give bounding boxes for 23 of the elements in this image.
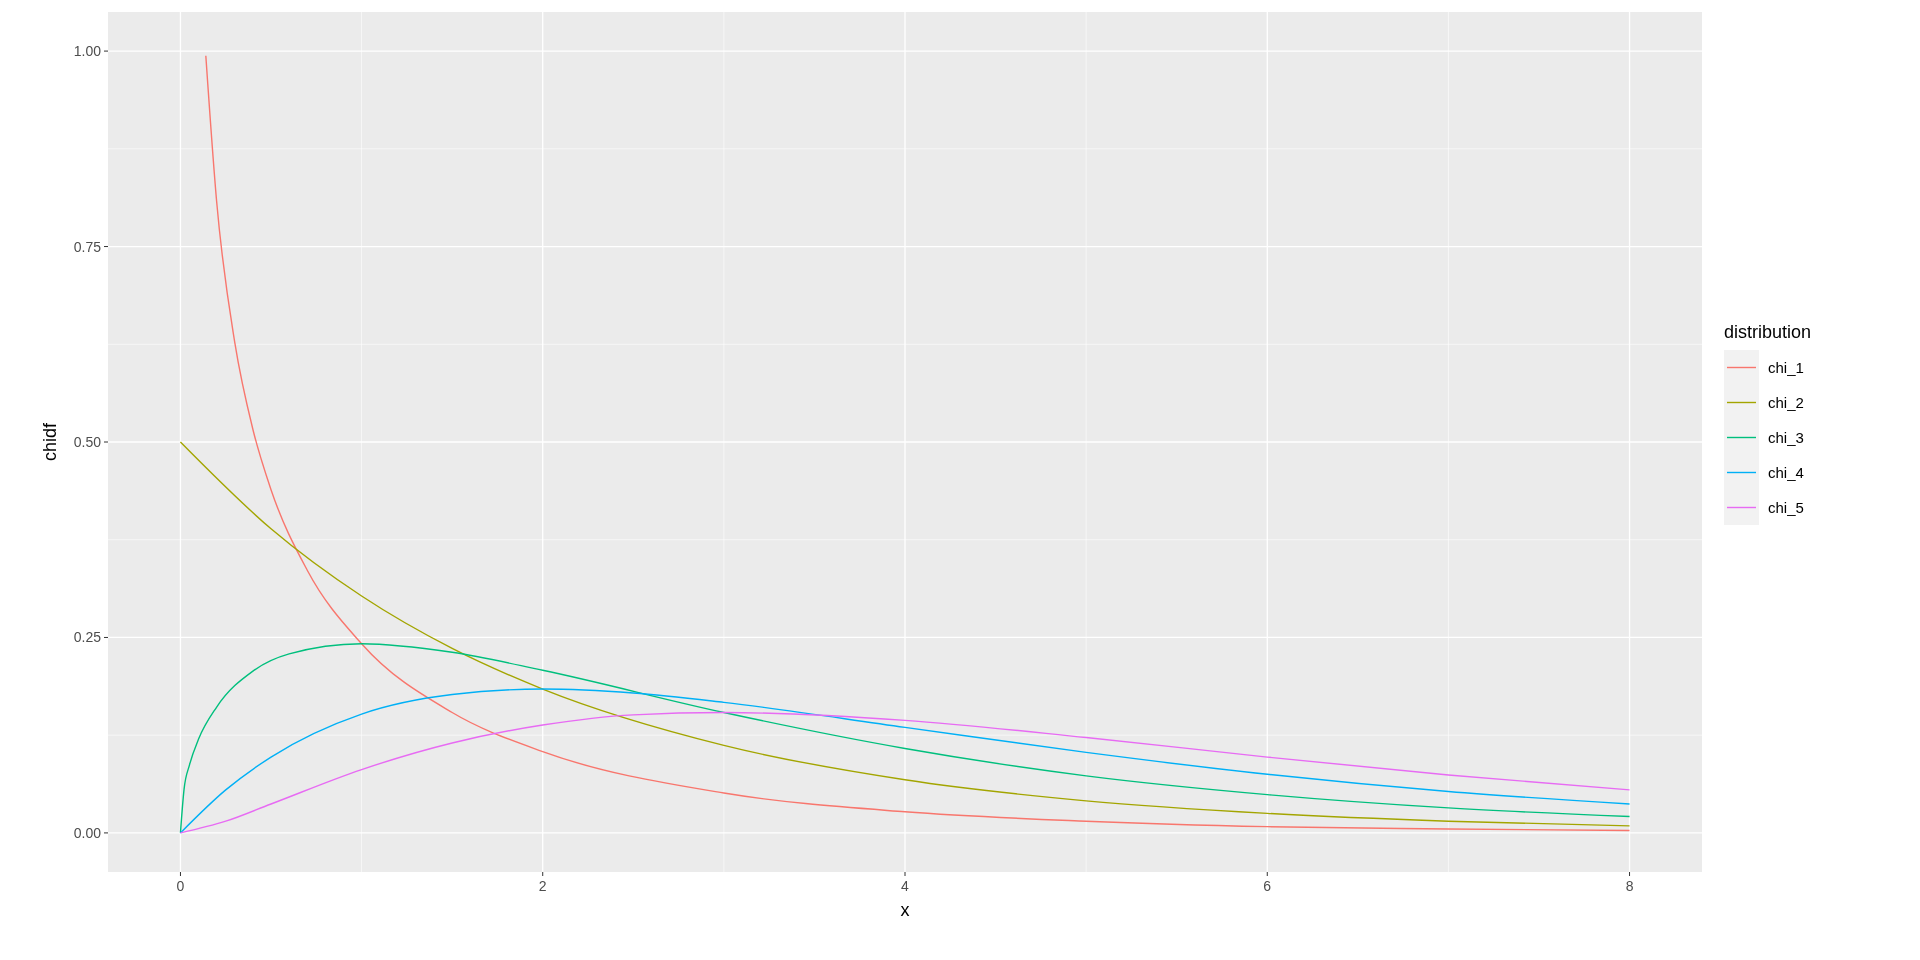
legend-label: chi_2: [1768, 394, 1804, 411]
y-tick-label: 0.50: [73, 434, 102, 450]
line-series: [179, 643, 1631, 834]
legend-label: chi_4: [1768, 464, 1804, 481]
y-axis-title: chidf: [40, 422, 60, 462]
x-tick-label: 2: [538, 878, 547, 894]
y-tick-label: 1.00: [73, 43, 102, 60]
y-tick-label: 0.00: [73, 824, 102, 841]
line-series: [179, 441, 1631, 827]
line-series: [179, 711, 1631, 834]
x-tick-label: 0: [176, 878, 185, 894]
x-tick-label: 8: [1625, 878, 1634, 894]
line-series: [179, 688, 1631, 834]
x-tick-label: 6: [1263, 878, 1272, 894]
legend-label: chi_3: [1768, 429, 1804, 446]
x-tick-label: 4: [901, 878, 910, 894]
legend-label: chi_1: [1768, 359, 1804, 376]
line-series: [205, 55, 1631, 832]
legend-label: chi_5: [1768, 499, 1804, 516]
y-tick-label: 0.25: [73, 629, 102, 646]
legend-title: distribution: [1724, 322, 1812, 342]
y-tick-label: 0.75: [73, 238, 102, 255]
x-axis-title: x: [900, 900, 910, 920]
